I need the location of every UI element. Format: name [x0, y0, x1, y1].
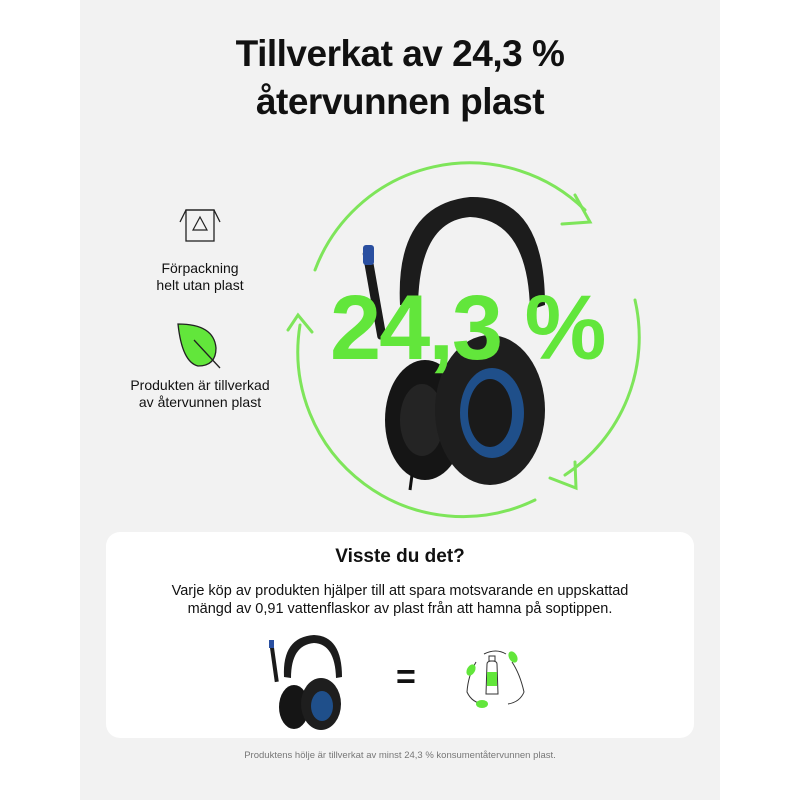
footnote: Produktens hölje är tillverkat av minst … [244, 750, 556, 761]
feature-text: av återvunnen plast [138, 394, 262, 410]
equals-sign: = [396, 658, 416, 696]
headset-thumbnail [269, 635, 342, 730]
recycle-arrows-icon [286, 161, 641, 519]
info-text: Varje köp av produkten hjälper till att … [171, 583, 629, 617]
recycled-bottle-icon [466, 650, 525, 708]
title-line-2: återvunnen plast [255, 81, 545, 122]
info-heading: Visste du det? [335, 546, 465, 567]
feature-packaging: Förpackning helt utan plast [110, 260, 290, 294]
title-line-1: Tillverkat av 24,3 % [235, 33, 565, 74]
feature-text: helt utan plast [156, 277, 244, 293]
headset-image [362, 196, 545, 491]
recycled-percentage: 24,3 % [330, 277, 606, 379]
page-title: Tillverkat av 24,3 % återvunnen plast [80, 30, 720, 126]
leaf-icon [177, 323, 221, 369]
info-card: Visste du det? Varje köp av produkten hj… [106, 532, 694, 738]
recycle-box-icon [179, 209, 221, 242]
feature-recycled: Produkten är tillverkad av återvunnen pl… [110, 377, 290, 411]
feature-text: Produkten är tillverkad [130, 377, 270, 393]
feature-text: Förpackning [161, 260, 239, 276]
